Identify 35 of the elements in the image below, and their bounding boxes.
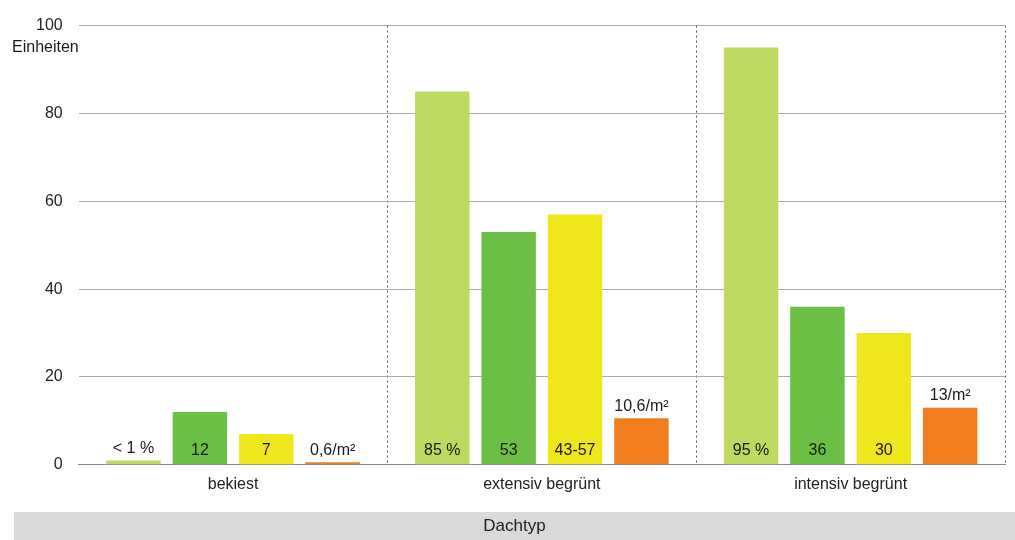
bar	[614, 418, 669, 465]
bar	[415, 91, 470, 465]
data-label: 13/m²	[929, 386, 972, 404]
data-label: 10,6/m²	[614, 396, 670, 414]
bar	[481, 232, 536, 465]
bar	[922, 407, 978, 465]
x-tick-label: bekiest	[207, 474, 259, 492]
bar	[723, 47, 779, 465]
y-tick-label: 40	[44, 279, 63, 297]
y-tick-label: 0	[53, 455, 63, 473]
bar	[305, 462, 360, 465]
data-label: 36	[808, 440, 827, 458]
data-label: 0,6/m²	[309, 440, 356, 458]
y-tick-label: 20	[44, 367, 63, 385]
bar	[547, 214, 603, 465]
x-tick-label: extensiv begrünt	[483, 474, 602, 492]
y-axis-title: Einheiten	[12, 38, 79, 56]
data-label: < 1 %	[112, 438, 155, 456]
x-axis-title: Dachtyp	[14, 512, 1015, 540]
bar	[172, 412, 228, 465]
data-label: 95 %	[732, 440, 770, 458]
y-tick-label: 60	[44, 191, 63, 209]
bar	[790, 306, 845, 465]
y-tick-label: 100	[35, 16, 63, 34]
bar	[856, 333, 912, 465]
bar	[106, 460, 161, 465]
data-label: 30	[874, 440, 893, 458]
data-label: 12	[190, 440, 209, 458]
data-label: 85 %	[424, 440, 461, 458]
data-label: 53	[499, 440, 518, 458]
data-label: 7	[261, 440, 271, 458]
data-label: 43-57	[554, 440, 596, 458]
y-tick-label: 80	[44, 103, 63, 121]
bar	[239, 434, 294, 465]
x-tick-label: intensiv begrünt	[794, 474, 908, 492]
